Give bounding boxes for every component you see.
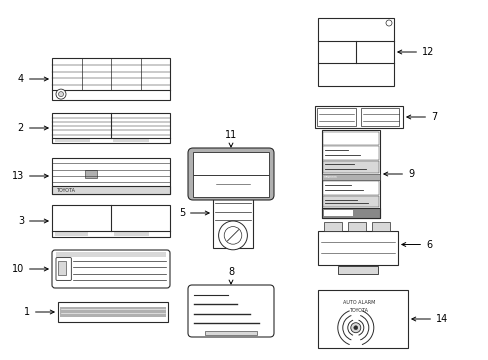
Circle shape xyxy=(59,91,63,96)
Text: 12: 12 xyxy=(397,47,433,57)
Bar xyxy=(113,139,148,142)
Text: 8: 8 xyxy=(227,267,234,284)
Circle shape xyxy=(385,20,391,26)
Text: 13: 13 xyxy=(12,171,48,181)
Circle shape xyxy=(224,226,241,244)
Bar xyxy=(56,252,165,257)
FancyBboxPatch shape xyxy=(52,250,170,288)
Bar xyxy=(317,18,393,86)
Text: 11: 11 xyxy=(224,130,237,147)
Bar xyxy=(323,132,378,145)
Bar xyxy=(114,232,149,236)
Circle shape xyxy=(56,89,66,99)
Bar xyxy=(58,261,66,275)
Bar xyxy=(213,178,252,248)
Text: 10: 10 xyxy=(12,264,48,274)
Bar xyxy=(316,108,355,126)
Bar xyxy=(193,152,268,175)
Bar xyxy=(317,290,407,348)
Bar xyxy=(60,307,165,317)
Text: 5: 5 xyxy=(179,208,209,218)
Bar xyxy=(58,302,168,322)
Bar xyxy=(317,231,397,265)
Bar xyxy=(324,210,352,216)
Circle shape xyxy=(218,221,247,250)
Bar xyxy=(52,58,170,100)
FancyBboxPatch shape xyxy=(187,148,273,200)
Bar xyxy=(193,175,268,197)
Bar xyxy=(323,181,378,195)
Bar xyxy=(321,130,379,218)
Bar xyxy=(347,222,365,231)
Bar xyxy=(205,331,256,335)
Text: 9: 9 xyxy=(383,169,413,179)
Bar xyxy=(215,180,250,190)
Bar xyxy=(52,186,170,194)
Bar xyxy=(337,266,377,274)
Bar xyxy=(323,196,378,207)
Bar xyxy=(52,205,170,237)
FancyBboxPatch shape xyxy=(56,258,71,280)
Text: TOYOTA: TOYOTA xyxy=(348,309,367,313)
Text: 6: 6 xyxy=(401,239,431,249)
Bar xyxy=(372,222,389,231)
Circle shape xyxy=(353,326,357,330)
Text: 3: 3 xyxy=(18,216,48,226)
Text: AUTO ALARM: AUTO ALARM xyxy=(342,300,374,305)
FancyBboxPatch shape xyxy=(187,285,273,337)
Bar xyxy=(52,158,170,194)
Bar xyxy=(321,174,379,180)
Bar xyxy=(324,222,341,231)
Bar xyxy=(323,146,378,160)
Circle shape xyxy=(350,323,360,333)
Text: TOYOTA: TOYOTA xyxy=(56,188,75,193)
Text: 2: 2 xyxy=(18,123,48,133)
Bar xyxy=(360,108,399,126)
Bar xyxy=(55,139,90,142)
Text: 7: 7 xyxy=(406,112,436,122)
Bar xyxy=(55,232,88,236)
Bar xyxy=(52,113,170,143)
Bar xyxy=(323,161,378,173)
Text: 14: 14 xyxy=(411,314,447,324)
Bar xyxy=(314,106,402,128)
Text: 1: 1 xyxy=(24,307,54,317)
Text: 4: 4 xyxy=(18,74,48,84)
Bar xyxy=(85,170,97,178)
Bar xyxy=(321,208,379,218)
Text: mmmmm: mmmmm xyxy=(324,175,337,179)
